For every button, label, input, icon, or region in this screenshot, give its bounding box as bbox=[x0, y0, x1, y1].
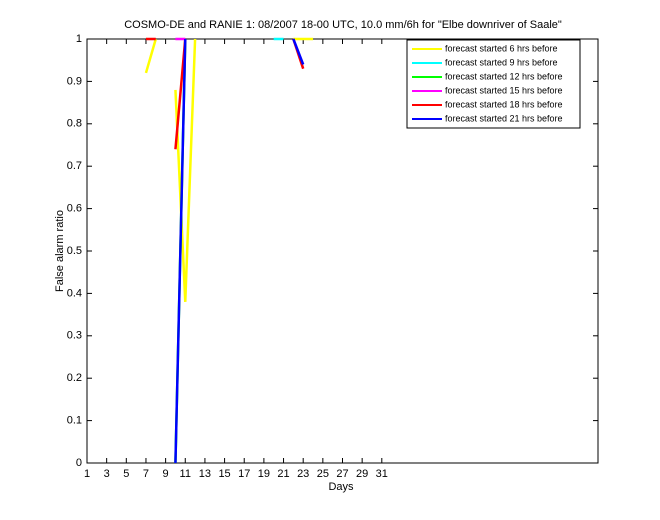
legend-label: forecast started 6 hrs before bbox=[445, 43, 558, 53]
y-tick-label: 0.2 bbox=[67, 372, 82, 384]
chart-title: COSMO-DE and RANIE 1: 08/2007 18-00 UTC,… bbox=[124, 19, 562, 31]
legend-label: forecast started 18 hrs before bbox=[445, 99, 563, 109]
x-tick-label: 3 bbox=[104, 468, 110, 480]
x-tick-label: 29 bbox=[356, 468, 368, 480]
x-tick-label: 9 bbox=[163, 468, 169, 480]
x-tick-label: 7 bbox=[143, 468, 149, 480]
y-tick-label: 0.9 bbox=[67, 75, 82, 87]
y-tick-label: 0.4 bbox=[67, 287, 82, 299]
x-tick-label: 13 bbox=[199, 468, 211, 480]
x-axis-label: Days bbox=[328, 481, 354, 493]
series-line bbox=[174, 38, 305, 464]
x-tick-label: 27 bbox=[336, 468, 348, 480]
series-line bbox=[144, 37, 314, 302]
x-tick-label: 21 bbox=[277, 468, 289, 480]
y-tick-label: 0.1 bbox=[67, 415, 82, 427]
x-tick-label: 25 bbox=[317, 468, 329, 480]
x-tick-label: 5 bbox=[123, 468, 129, 480]
legend-label: forecast started 12 hrs before bbox=[445, 71, 563, 81]
y-tick-label: 0.5 bbox=[67, 245, 82, 257]
x-tick-label: 15 bbox=[218, 468, 230, 480]
x-tick-label: 17 bbox=[238, 468, 250, 480]
legend-label: forecast started 9 hrs before bbox=[445, 57, 558, 67]
x-tick-label: 19 bbox=[258, 468, 270, 480]
x-tick-label: 23 bbox=[297, 468, 309, 480]
y-tick-label: 0.3 bbox=[67, 330, 82, 342]
y-tick-label: 0.7 bbox=[67, 160, 82, 172]
y-axis-label: False alarm ratio bbox=[54, 210, 66, 292]
x-tick-label: 11 bbox=[180, 468, 191, 480]
legend-label: forecast started 15 hrs before bbox=[445, 85, 563, 95]
x-tick-label: 31 bbox=[376, 468, 388, 480]
y-tick-label: 0.6 bbox=[67, 203, 82, 215]
x-tick-label: 1 bbox=[84, 468, 90, 480]
legend-label: forecast started 21 hrs before bbox=[445, 113, 563, 123]
legend-box bbox=[406, 39, 581, 129]
y-tick-label: 0 bbox=[76, 457, 82, 469]
y-tick-label: 1 bbox=[76, 33, 82, 45]
y-tick-label: 0.8 bbox=[67, 118, 82, 130]
